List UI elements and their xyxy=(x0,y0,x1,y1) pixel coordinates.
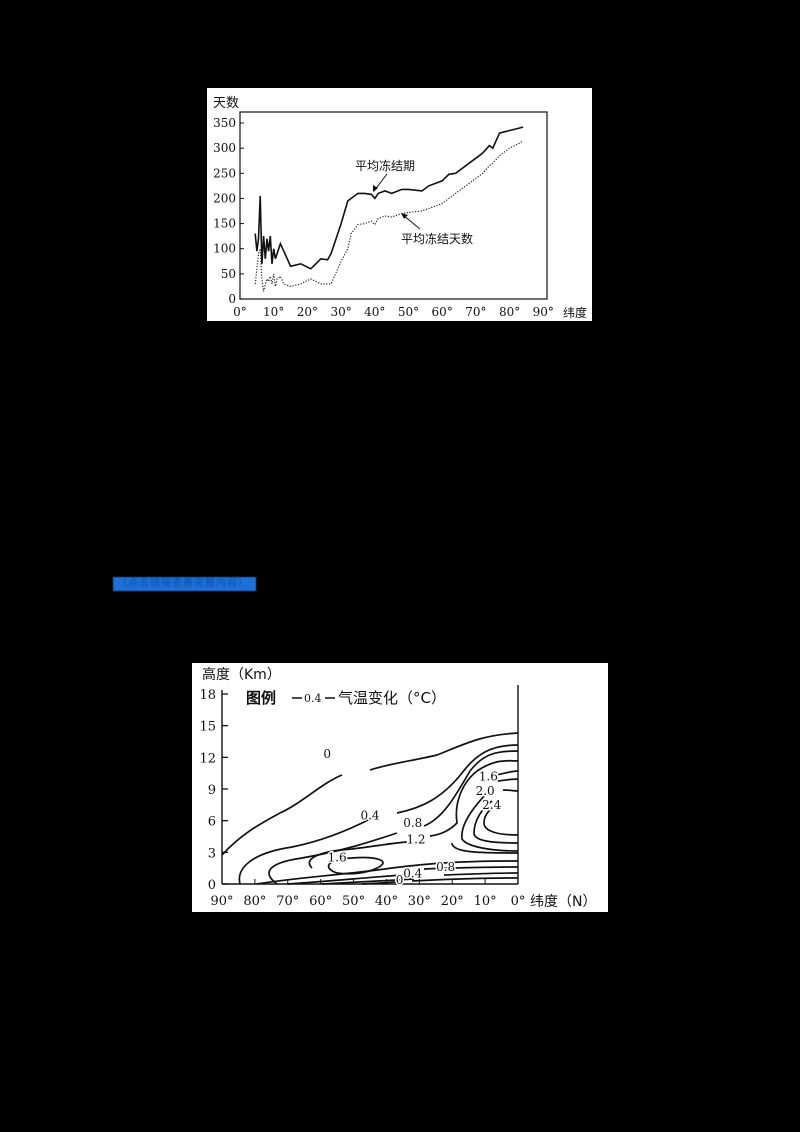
contour-label: 0 xyxy=(323,747,331,761)
contour-1.2-right xyxy=(429,759,519,837)
contour-chart-svg: 高度（Km） 0 3 6 9 12 15 18 90° 80° 70° 60° 50° 40° 30° 2… xyxy=(199,666,596,910)
x-tick-label: 60° xyxy=(432,305,453,319)
y-tick-label: 250 xyxy=(213,166,236,180)
x-axis-ticks: 90° 80° 70° 60° 50° 40° 30° 20° 10° 0° xyxy=(210,879,525,909)
y-tick-label: 300 xyxy=(213,141,236,155)
y-tick-label: 15 xyxy=(199,720,216,735)
x-axis-title: 纬度 xyxy=(563,305,587,320)
x-tick-label: 50° xyxy=(398,305,419,319)
y-tick-label: 50 xyxy=(221,267,236,281)
x-tick-label: 30° xyxy=(330,305,351,319)
contour-lower-0.4-left xyxy=(321,878,415,885)
contour-0.4-left xyxy=(238,817,373,885)
y-tick-label: 6 xyxy=(208,815,216,830)
contour-0.8-right xyxy=(423,750,519,827)
contour-label: 0.8 xyxy=(436,860,455,874)
contour-label: 1.6 xyxy=(479,769,498,783)
x-tick-label: 40° xyxy=(364,305,385,319)
y-axis-title: 高度（Km） xyxy=(202,666,281,683)
contour-0-upper-left xyxy=(221,774,343,856)
x-axis-title: 纬度（N） xyxy=(530,894,596,910)
contour-label: 1.2 xyxy=(406,833,425,847)
contour-2.4-top xyxy=(502,789,519,792)
x-tick-label: 0° xyxy=(233,305,247,319)
contour-0.8-left xyxy=(268,832,398,885)
series-freeze-period-line xyxy=(254,126,524,270)
contour-lower-0.8-left xyxy=(286,874,405,885)
x-tick-label: 70° xyxy=(276,894,299,909)
contour-label: 1.6 xyxy=(328,851,347,865)
contour-labels: 00.40.81.21.61.62.02.40.80.40 xyxy=(322,746,503,889)
annotation-freeze-period: 平均冻结期 xyxy=(355,158,415,173)
contour-lower-0.4-right xyxy=(443,872,519,876)
x-tick-label: 10° xyxy=(474,894,497,909)
y-tick-label: 200 xyxy=(213,191,236,205)
y-tick-label: 0 xyxy=(208,878,216,893)
content-link[interactable]: （点击链接查看完整内容） xyxy=(113,577,256,591)
y-tick-label: 12 xyxy=(199,751,216,766)
contour-lower-1.2 xyxy=(256,860,519,885)
contour-label: 2.4 xyxy=(482,798,501,812)
x-tick-label: 10° xyxy=(263,305,284,319)
contour-1.6-right-lower xyxy=(461,789,519,852)
x-tick-label: 80° xyxy=(499,305,520,319)
contour-1.6-left-outer xyxy=(327,856,384,875)
annotation-arrow-freeze-days xyxy=(402,214,421,230)
contour-2.0 xyxy=(497,778,519,782)
contour-label: 2.0 xyxy=(476,784,495,798)
y-tick-label: 3 xyxy=(208,846,216,861)
contour-0-upper-right xyxy=(369,732,519,771)
y-axis-ticks: 0 3 6 9 12 15 18 xyxy=(199,688,228,893)
plot-frame xyxy=(239,111,548,300)
y-tick-label: 100 xyxy=(213,242,236,256)
contour-1.2-left xyxy=(308,841,408,869)
y-tick-label: 0 xyxy=(228,292,236,306)
x-tick-label: 70° xyxy=(465,305,486,319)
x-tick-label: 40° xyxy=(375,894,398,909)
x-axis-ticks: 0° 10° 20° 30° 40° 50° 60° 70° 80° 90° xyxy=(233,305,554,319)
contour-1.6-right xyxy=(494,770,519,776)
y-tick-label: 350 xyxy=(213,116,236,130)
legend-prefix: 图例 xyxy=(246,689,276,707)
x-tick-label: 20° xyxy=(441,894,464,909)
x-tick-label: 90° xyxy=(210,894,233,909)
annotation-freeze-days: 平均冻结天数 xyxy=(401,231,473,246)
y-tick-label: 9 xyxy=(208,783,216,798)
x-tick-label: 0° xyxy=(511,894,526,909)
contour-label: 0.8 xyxy=(403,816,422,830)
contour-lower-0-left xyxy=(361,881,398,885)
frozen-days-chart: 天数 0 50 100 150 200 250 300 350 0° 10° 20° 30° 40° 5… xyxy=(207,88,592,321)
temperature-change-contour-chart: 高度（Km） 0 3 6 9 12 15 18 90° 80° 70° 60° 50° 40° 30° 2… xyxy=(192,663,608,912)
x-tick-label: 80° xyxy=(243,894,266,909)
x-tick-label: 20° xyxy=(297,305,318,319)
chart-legend: 图例 0.4 气温变化（°C） xyxy=(246,689,446,707)
contour-2.4-lower xyxy=(483,806,519,836)
arrow-head-icon xyxy=(373,185,378,192)
frozen-days-chart-svg: 天数 0 50 100 150 200 250 300 350 0° 10° 20° 30° 40° 5… xyxy=(213,96,587,320)
arrow-head-icon xyxy=(401,213,408,219)
x-tick-label: 30° xyxy=(408,894,431,909)
x-tick-label: 60° xyxy=(309,894,332,909)
legend-suffix: 气温变化（°C） xyxy=(338,689,446,707)
contour-label: 0 xyxy=(396,873,404,887)
y-axis-ticks: 0 50 100 150 200 250 300 350 xyxy=(213,116,244,306)
contour-lower-0.8-right xyxy=(423,866,519,870)
contour-2.0-lower xyxy=(473,800,519,844)
y-axis-title: 天数 xyxy=(213,96,239,111)
contour-label: 0.4 xyxy=(360,808,379,822)
contour-0.4-right xyxy=(396,744,519,814)
y-tick-label: 18 xyxy=(199,688,216,703)
x-tick-label: 90° xyxy=(533,305,554,319)
contour-1.2-lower xyxy=(451,842,519,854)
contour-label: 0.4 xyxy=(403,866,422,880)
contour-lower-0-right xyxy=(411,877,519,882)
x-tick-label: 50° xyxy=(342,894,365,909)
y-tick-label: 150 xyxy=(213,217,236,231)
content-link-label: （点击链接查看完整内容） xyxy=(117,578,249,589)
contour-lines xyxy=(221,732,519,885)
legend-sample-value: 0.4 xyxy=(304,692,322,705)
